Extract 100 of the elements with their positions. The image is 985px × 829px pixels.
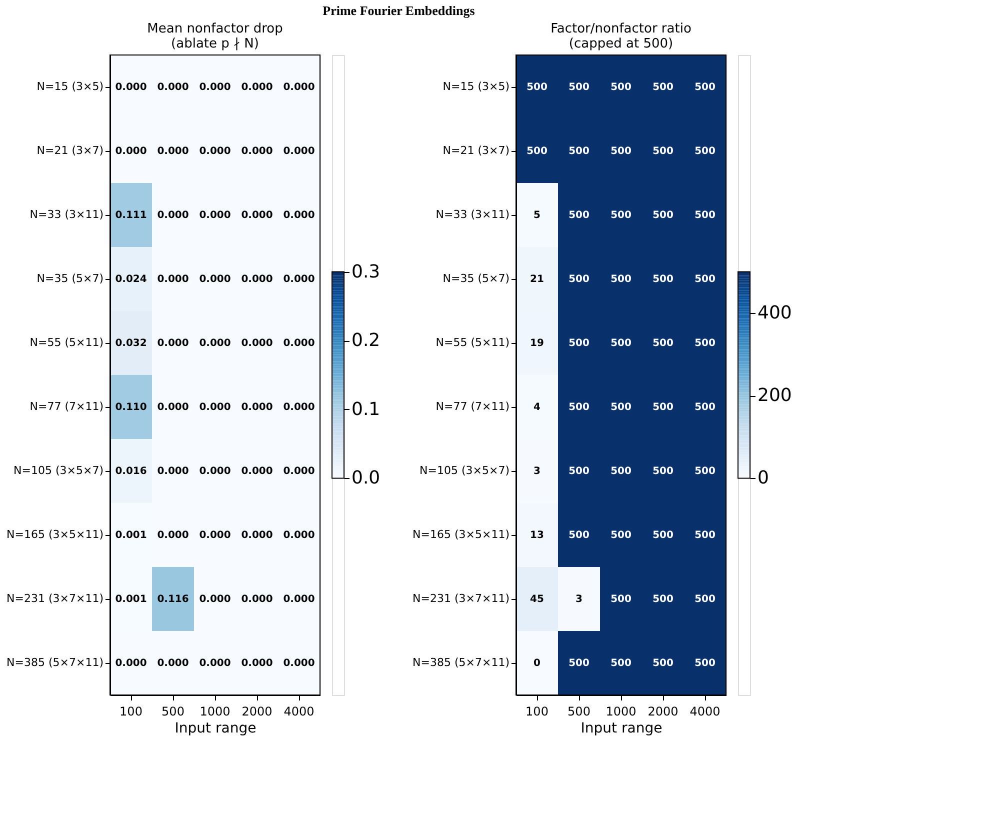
data-label: 500: [694, 82, 716, 93]
color-bar-label: 0.3: [352, 261, 380, 282]
data-label: 4: [534, 402, 541, 413]
y-tick-label: N=15 (3×5): [442, 80, 510, 93]
x-tick-label: 1000: [200, 704, 230, 718]
data-label: 500: [610, 338, 632, 349]
data-label: 0.000: [199, 594, 231, 605]
data-label: 0.000: [283, 146, 315, 157]
data-label: 500: [694, 466, 716, 477]
data-label: 500: [652, 146, 674, 157]
data-label: 0.000: [199, 210, 231, 221]
data-label: 500: [694, 146, 716, 157]
x-tick-label: 2000: [648, 704, 678, 718]
data-label: 0.000: [157, 82, 189, 93]
data-label: 0.116: [157, 594, 189, 605]
data-label: 19: [530, 338, 544, 349]
data-label: 0.000: [241, 594, 273, 605]
color-bar-label: 400: [758, 302, 792, 324]
data-label: 0.000: [241, 658, 273, 669]
data-label: 500: [652, 530, 674, 541]
y-tick-label: N=165 (3×5×11): [6, 528, 104, 541]
data-label: 0.000: [283, 658, 315, 669]
data-label: 500: [694, 658, 716, 669]
color-bar-label: 0.1: [352, 398, 380, 420]
data-label: 500: [568, 338, 590, 349]
data-label: 0.000: [199, 338, 231, 349]
data-label: 500: [568, 402, 590, 413]
data-label: 500: [568, 658, 590, 669]
data-label: 0.000: [283, 210, 315, 221]
chart-title: Mean nonfactor drop (ablate p ∤ N): [147, 22, 283, 52]
data-label: 500: [652, 402, 674, 413]
color-bar-label: 0.2: [352, 330, 380, 352]
y-tick-label: N=21 (3×7): [442, 144, 510, 157]
data-label: 500: [694, 402, 716, 413]
data-label: 0.000: [157, 274, 189, 285]
color-bar-label: 200: [758, 385, 792, 406]
data-label: 0.000: [241, 402, 273, 413]
data-label: 500: [610, 402, 632, 413]
data-label: 0.000: [157, 658, 189, 669]
data-label: 500: [694, 338, 716, 349]
data-label: 500: [568, 466, 590, 477]
data-label: 0.000: [241, 146, 273, 157]
x-tick-label: 4000: [690, 704, 720, 718]
x-tick-label: 2000: [242, 704, 272, 718]
data-label: 0.000: [241, 530, 273, 541]
y-tick-label: N=105 (3×5×7): [14, 464, 104, 477]
data-label: 0.000: [283, 338, 315, 349]
y-tick-label: N=165 (3×5×11): [412, 528, 510, 541]
x-tick-label: 1000: [606, 704, 636, 718]
data-label: 0.000: [283, 594, 315, 605]
data-label: 500: [526, 146, 548, 157]
data-label: 500: [694, 274, 716, 285]
data-label: 500: [610, 530, 632, 541]
data-label: 0.000: [157, 338, 189, 349]
data-label: 500: [652, 82, 674, 93]
data-label: 500: [652, 338, 674, 349]
y-tick-label: N=15 (3×5): [36, 80, 104, 93]
data-label: 0.016: [115, 466, 147, 477]
data-label: 500: [568, 82, 590, 93]
data-label: 0.000: [199, 274, 231, 285]
x-tick-label: 4000: [284, 704, 314, 718]
data-label: 500: [694, 594, 716, 605]
data-label: 0.000: [241, 210, 273, 221]
y-tick-label: N=77 (7×11): [436, 400, 510, 413]
data-label: 500: [652, 274, 674, 285]
data-label: 0.000: [199, 146, 231, 157]
data-label: 500: [568, 210, 590, 221]
data-label: 500: [652, 594, 674, 605]
x-tick-label: 100: [526, 704, 548, 718]
data-label: 0.000: [283, 530, 315, 541]
data-label: 500: [610, 82, 632, 93]
y-tick-label: N=231 (3×7×11): [412, 592, 510, 605]
data-label: 500: [610, 658, 632, 669]
x-axis-title: Input range: [174, 720, 256, 736]
data-label: 5: [534, 210, 541, 221]
data-label: 0.000: [241, 274, 273, 285]
data-label: 0.000: [199, 466, 231, 477]
data-label: 500: [652, 658, 674, 669]
y-tick-label: N=33 (3×11): [436, 208, 510, 221]
data-label: 0.000: [199, 402, 231, 413]
data-label: 0.000: [199, 82, 231, 93]
data-label: 0.000: [283, 82, 315, 93]
data-label: 0.032: [115, 338, 147, 349]
data-label: 500: [568, 274, 590, 285]
data-label: 0.000: [199, 658, 231, 669]
data-label: 3: [576, 594, 583, 605]
data-label: 500: [610, 274, 632, 285]
data-label: 500: [568, 530, 590, 541]
data-label: 500: [694, 530, 716, 541]
data-label: 0.000: [157, 530, 189, 541]
data-label: 500: [610, 146, 632, 157]
data-label: 0.000: [241, 82, 273, 93]
data-label: 0.000: [115, 146, 147, 157]
data-label: 500: [610, 466, 632, 477]
y-tick-label: N=77 (7×11): [30, 400, 104, 413]
x-axis-title: Input range: [580, 720, 662, 736]
text: Prime Fourier Embeddings: [322, 3, 475, 18]
data-label: 0.000: [241, 466, 273, 477]
y-tick-label: N=385 (5×7×11): [6, 656, 104, 669]
data-label: 0.000: [157, 402, 189, 413]
